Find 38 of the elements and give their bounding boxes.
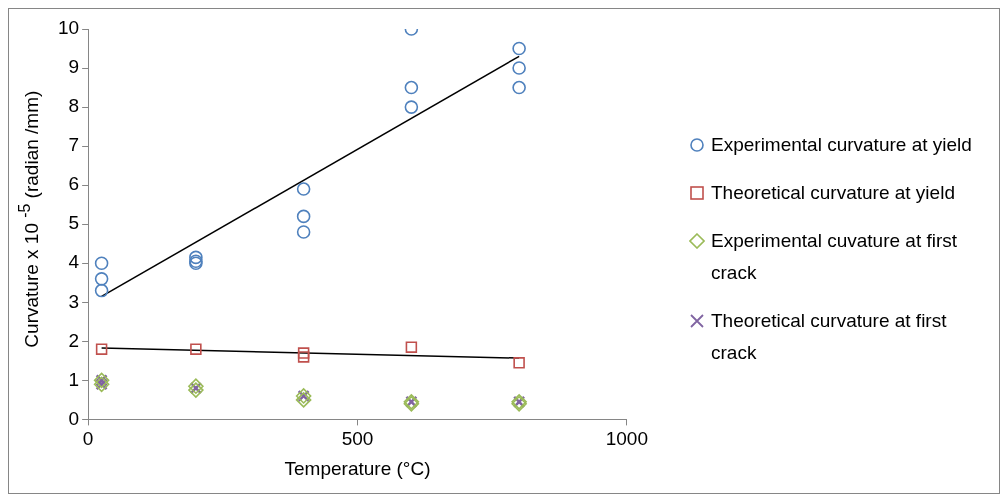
x-tick-label: 0 — [82, 428, 94, 450]
point — [296, 182, 311, 196]
x-tick-label: 500 — [341, 428, 374, 450]
point — [295, 392, 312, 408]
y-tick-label: 4 — [68, 251, 80, 273]
point — [512, 41, 526, 56]
y-tick-label: 0 — [68, 407, 80, 429]
point — [512, 61, 526, 75]
y-tick-label: 9 — [68, 56, 80, 78]
point — [190, 343, 202, 355]
y-tick-label: 1 — [68, 368, 80, 390]
x-tick-label: 1000 — [605, 428, 649, 450]
point — [296, 209, 311, 224]
y-tick-label: 3 — [68, 290, 80, 312]
y-tick-label: 6 — [68, 173, 80, 195]
y-tick-label: 8 — [68, 95, 80, 117]
legend-label: Theoretical curvature at yield — [711, 181, 955, 205]
y-tick-label: 7 — [68, 134, 80, 156]
y-tick-label: 5 — [68, 212, 80, 234]
y-tick-label: 10 — [57, 17, 80, 39]
point — [95, 343, 108, 355]
point — [296, 225, 311, 239]
x-axis-title: Temperature (°C) — [284, 457, 431, 479]
legend-label: Experimental cuvature at first crack — [711, 229, 959, 285]
point — [513, 357, 525, 369]
point — [404, 80, 419, 95]
point — [94, 256, 109, 271]
point — [297, 347, 310, 359]
point — [189, 250, 203, 265]
point — [405, 341, 418, 353]
legend-label: Experimental curvature at yield — [711, 133, 972, 157]
point — [94, 283, 109, 298]
point — [297, 351, 310, 363]
y-tick-label: 2 — [68, 329, 80, 351]
point — [94, 272, 109, 286]
point — [404, 100, 419, 114]
point — [512, 80, 526, 95]
legend-label: Theoretical curvature at first crack — [711, 309, 948, 365]
